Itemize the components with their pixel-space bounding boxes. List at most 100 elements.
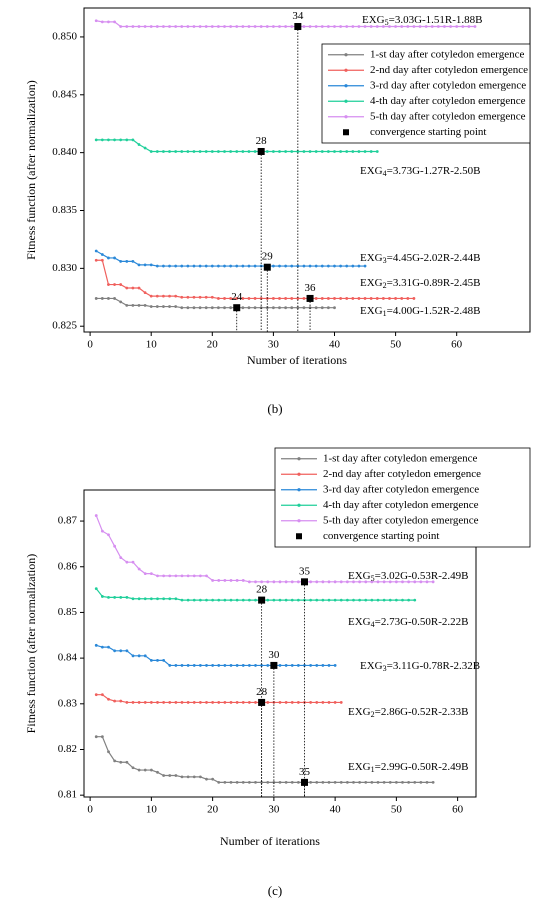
series-marker <box>119 283 123 286</box>
legend-swatch-marker <box>297 519 301 523</box>
series-marker <box>100 297 104 300</box>
series-marker <box>407 780 411 784</box>
series-marker <box>125 701 129 704</box>
series-marker <box>174 25 178 28</box>
series-marker <box>143 701 147 704</box>
series-marker <box>94 693 98 697</box>
series-marker <box>204 306 208 310</box>
series-marker <box>271 297 275 300</box>
series-marker <box>357 297 361 300</box>
series-marker <box>107 697 110 701</box>
series-marker <box>113 20 116 24</box>
series-marker <box>137 286 141 290</box>
series-marker <box>119 556 123 560</box>
series-marker <box>382 780 386 784</box>
series-marker <box>358 580 362 584</box>
series-marker <box>205 598 208 602</box>
convergence-label: 36 <box>305 282 317 294</box>
series-marker <box>229 306 233 310</box>
x-tick-label: 20 <box>207 804 219 816</box>
series-marker <box>284 264 288 268</box>
series-marker <box>363 25 367 28</box>
series-marker <box>278 306 281 310</box>
series-marker <box>119 760 123 764</box>
series-marker <box>119 649 123 653</box>
series-marker <box>235 150 239 153</box>
series-marker <box>308 264 312 268</box>
series-marker <box>94 643 98 647</box>
series-marker <box>266 701 270 704</box>
series-marker <box>241 297 245 300</box>
series-marker <box>155 294 159 298</box>
series-marker <box>314 25 318 28</box>
series-marker <box>186 574 190 578</box>
equation: EXG1=2.99G-0.50R-2.49B <box>348 761 469 774</box>
series-marker <box>149 294 153 298</box>
series-marker <box>192 574 196 578</box>
equation-subscript: 3 <box>383 256 387 265</box>
series-marker <box>370 598 374 602</box>
series-marker <box>223 780 227 784</box>
series-marker <box>229 664 233 667</box>
y-axis-title: Fitness function (after normalization) <box>24 80 38 260</box>
series-marker <box>137 303 141 307</box>
series-marker <box>254 598 257 602</box>
series-marker <box>370 580 374 584</box>
series-marker <box>436 25 440 28</box>
series-marker <box>449 25 452 28</box>
series-marker <box>143 303 147 307</box>
x-tick-label: 10 <box>146 804 158 816</box>
series-marker <box>351 25 355 28</box>
equation-body: =3.03G-1.51R-1.88B <box>389 14 483 26</box>
series-marker <box>149 597 153 601</box>
series-marker <box>162 305 165 308</box>
series-marker <box>271 150 275 153</box>
series-marker <box>271 306 275 310</box>
series-marker <box>162 597 166 601</box>
series-marker <box>333 264 336 268</box>
series-marker <box>382 598 386 602</box>
series-marker <box>149 305 153 308</box>
y-tick-label: 0.840 <box>52 146 77 158</box>
series-marker <box>94 258 98 262</box>
series-marker <box>272 580 276 584</box>
series-marker <box>143 768 147 772</box>
series-marker <box>204 295 208 299</box>
series-marker <box>229 780 233 784</box>
series-marker <box>241 701 245 704</box>
series-marker <box>247 701 251 704</box>
series-marker <box>223 25 226 28</box>
equation-name: EXG <box>348 761 371 773</box>
series-marker <box>296 150 300 153</box>
legend-label: 3-rd day after cotyledon emergence <box>370 79 526 91</box>
series-marker <box>278 598 282 602</box>
series-marker <box>217 297 220 300</box>
x-tick-label: 0 <box>87 804 93 816</box>
panel-label: (b) <box>267 401 282 416</box>
series-marker <box>211 664 215 667</box>
series-marker <box>278 264 281 268</box>
series-marker <box>401 598 404 602</box>
series-marker <box>327 780 331 784</box>
series-marker <box>204 25 208 28</box>
panel-label: (c) <box>268 883 282 898</box>
legend-label: 3-rd day after cotyledon emergence <box>323 483 479 495</box>
series-marker <box>290 25 294 28</box>
series-marker <box>100 595 104 598</box>
series-marker <box>467 25 471 28</box>
series-marker <box>217 150 220 153</box>
convergence-point <box>270 661 278 669</box>
convergence-label: 28 <box>256 135 268 147</box>
y-tick-label: 0.85 <box>58 606 78 618</box>
series-marker <box>412 25 416 28</box>
series-marker <box>351 264 355 268</box>
series-marker <box>358 780 362 784</box>
series-marker <box>131 303 135 307</box>
series-marker <box>107 750 110 754</box>
series-marker <box>321 701 325 704</box>
series-marker <box>107 595 110 599</box>
series-marker <box>210 264 214 268</box>
series-marker <box>143 291 147 295</box>
series-marker <box>180 150 184 153</box>
series-marker <box>308 25 312 28</box>
